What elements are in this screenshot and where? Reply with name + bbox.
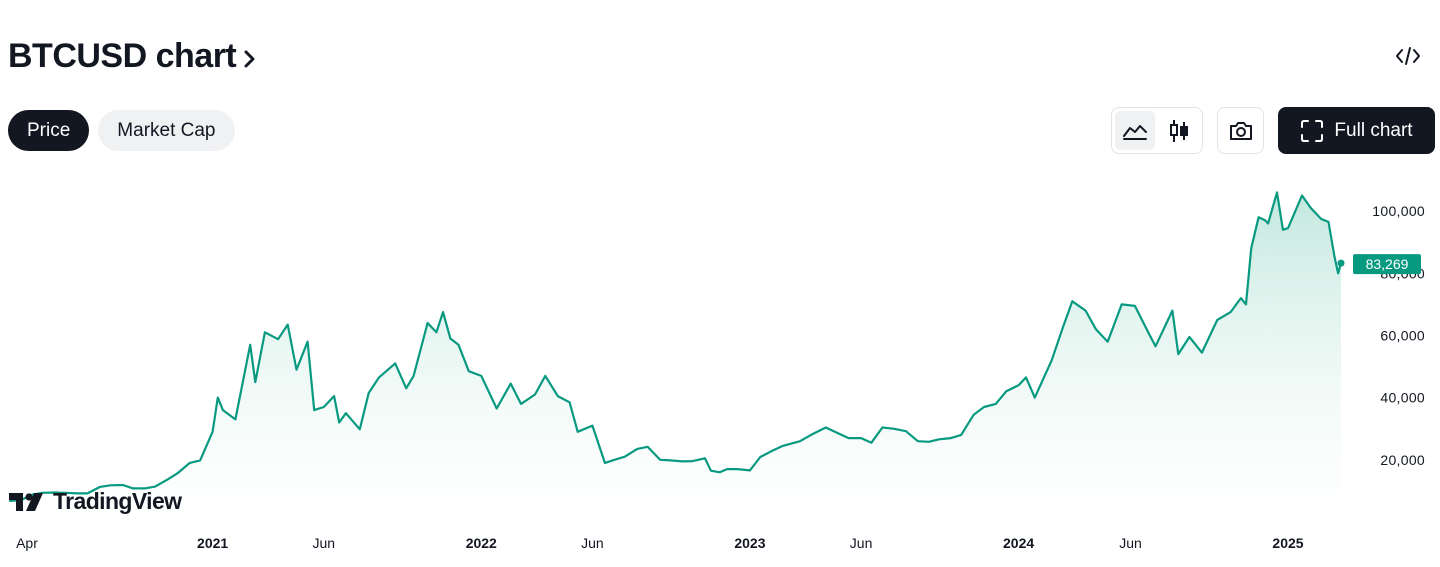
- full-chart-button[interactable]: Full chart: [1278, 107, 1435, 154]
- embed-code-button[interactable]: [1392, 40, 1424, 72]
- price-area-fill: [10, 192, 1342, 522]
- last-price-label: 83,269: [1366, 256, 1409, 272]
- chart-toolbar: Full chart: [1111, 107, 1435, 154]
- candles-style-button[interactable]: [1159, 111, 1199, 150]
- y-tick-label: 40,000: [1380, 390, 1425, 406]
- x-tick-label: Jun: [312, 535, 335, 551]
- snapshot-button[interactable]: [1217, 107, 1264, 154]
- last-price-label-bg: [1353, 254, 1421, 275]
- page-title[interactable]: BTCUSD chart: [8, 37, 237, 75]
- full-chart-label: Full chart: [1334, 119, 1413, 141]
- candlestick-icon: [1170, 119, 1188, 142]
- x-tick-label: Jun: [1119, 535, 1142, 551]
- y-tick-label: 20,000: [1380, 452, 1425, 468]
- x-tick-label: 2023: [734, 535, 765, 551]
- x-tick-label: 2021: [197, 535, 228, 551]
- tab-price[interactable]: Price: [8, 110, 90, 151]
- price-line[interactable]: [9, 191, 1343, 502]
- x-tick-label: 2025: [1272, 535, 1303, 551]
- tab-market-cap[interactable]: Market Cap: [98, 110, 235, 151]
- chart-tabs: Price Market Cap: [8, 110, 235, 151]
- x-tick-label: Jun: [581, 535, 604, 551]
- x-tick-label: 2024: [1003, 535, 1034, 551]
- area-style-button[interactable]: [1115, 111, 1155, 150]
- chart-title[interactable]: BTCUSD chart: [8, 36, 258, 76]
- last-price-marker: 83,269: [1337, 254, 1421, 275]
- chart-style-toggle: [1111, 107, 1203, 154]
- logo-text: TradingView: [53, 488, 182, 514]
- tradingview-logo-icon: [9, 492, 43, 511]
- camera-icon: [1229, 121, 1252, 140]
- y-tick-label: 60,000: [1380, 327, 1425, 343]
- chevron-right-icon[interactable]: [242, 47, 258, 71]
- last-price-dot: [1337, 259, 1345, 267]
- x-tick-label: 2022: [466, 535, 497, 551]
- y-tick-label: 100,000: [1372, 203, 1425, 219]
- x-tick-label: Apr: [16, 535, 38, 551]
- code-embed-icon: [1396, 47, 1420, 65]
- tradingview-logo[interactable]: TradingView: [9, 488, 182, 515]
- x-axis: Apr 2021 Jun 2022 Jun 2023 Jun 2024 Jun 2025: [16, 535, 1304, 551]
- area-chart-icon: [1123, 124, 1147, 140]
- fullscreen-icon: [1301, 119, 1324, 142]
- x-tick-label: Jun: [850, 535, 873, 551]
